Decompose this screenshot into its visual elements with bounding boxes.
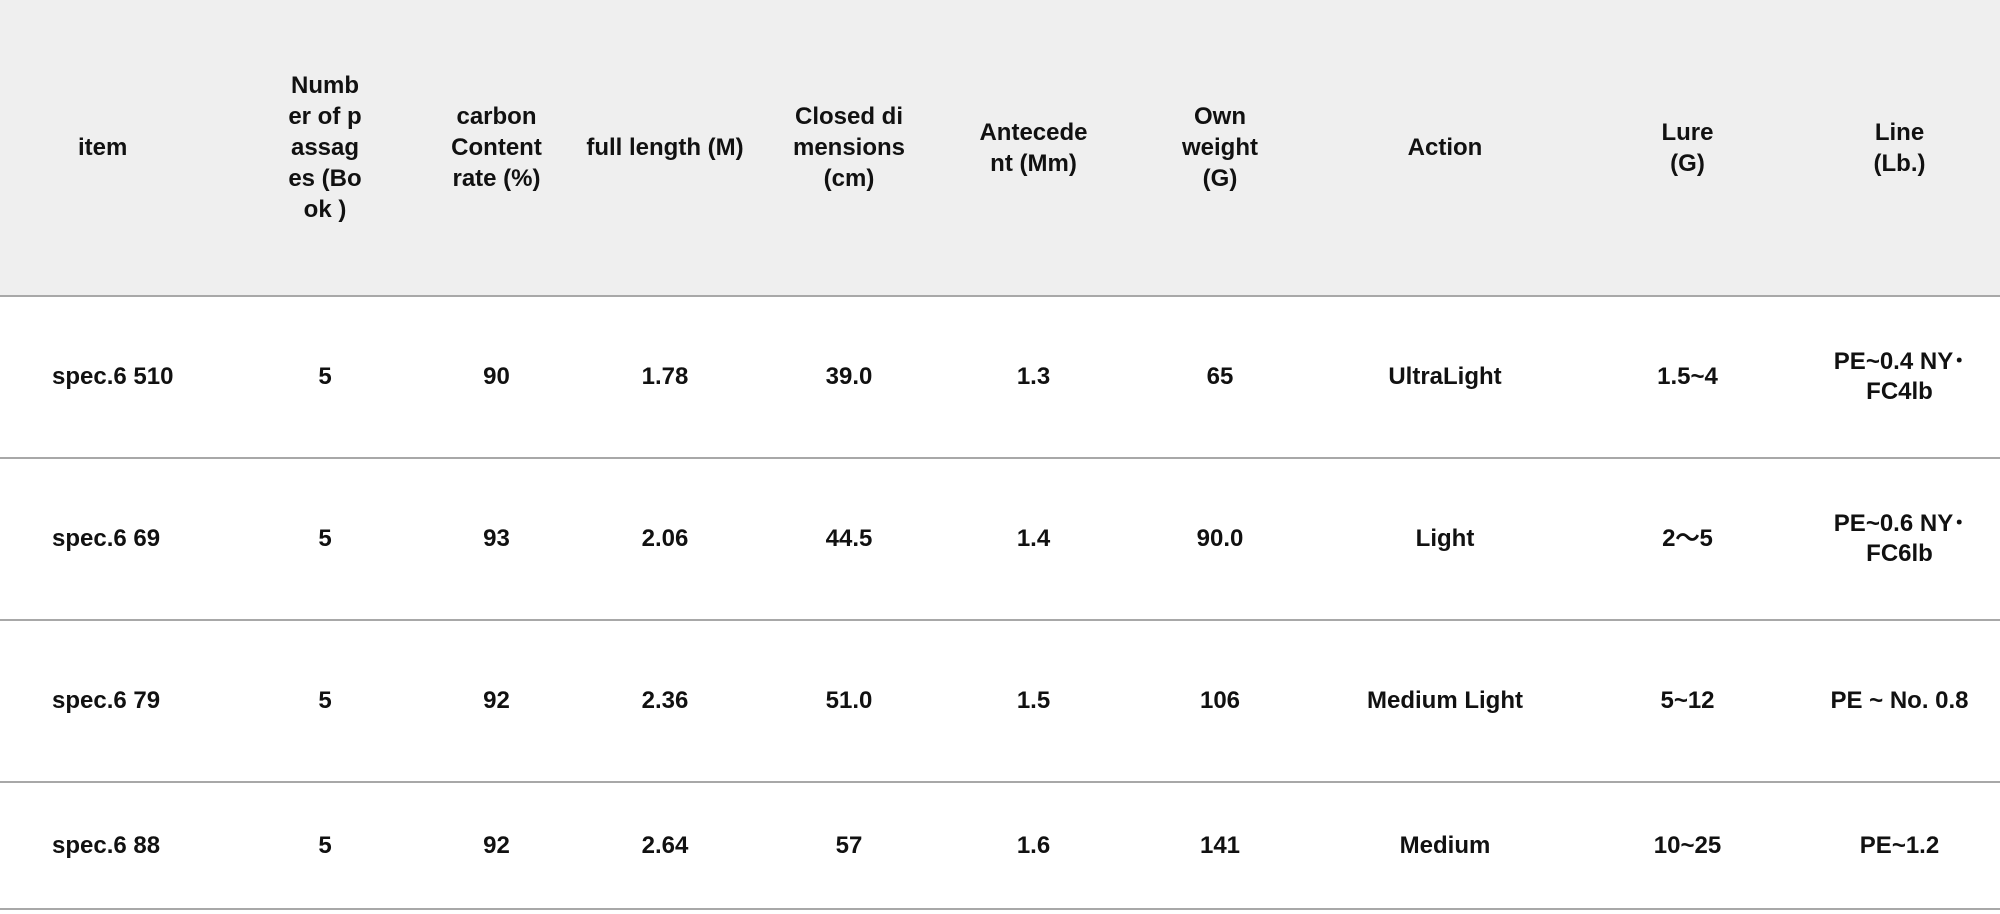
cell-own-weight: 90.0 [1196, 525, 1244, 552]
header-action: Action [1407, 134, 1483, 161]
cell-carbon: 90 [483, 363, 510, 390]
header-carbon: carbon Content rate (%) [451, 103, 542, 192]
cell-own-weight: 141 [1199, 831, 1241, 859]
cell-item: spec.6 88 [52, 831, 161, 859]
header-passages: Number of passages (Book ) [288, 72, 362, 223]
cell-item: spec.6 510 [52, 363, 174, 390]
cell-carbon: 92 [483, 687, 510, 714]
cell-action: Medium [1399, 831, 1491, 859]
cell-full-length: 2.64 [641, 831, 689, 859]
cell-full-length: 2.36 [641, 687, 689, 714]
table-row: spec.6 79 5 92 2.36 51.0 1.5 106 Medium Light 5~… [0, 620, 2000, 782]
cell-lure: 10~25 [1653, 831, 1722, 859]
cell-lure: 5~12 [1660, 687, 1715, 714]
header-row: item Number of passages (Book ) carbon C… [0, 0, 2000, 296]
cell-own-weight: 65 [1206, 363, 1234, 390]
cell-closed-dimensions: 51.0 [825, 687, 873, 714]
cell-item: spec.6 79 [52, 687, 161, 714]
table-row: spec.6 510 5 90 1.78 39.0 1.3 65 UltraLight 1.5~… [0, 296, 2000, 458]
cell-passages: 5 [318, 687, 332, 714]
cell-closed-dimensions: 57 [835, 831, 863, 859]
cell-line: PE~0.6 NY･FC6lb [1833, 510, 1966, 567]
cell-carbon: 93 [483, 525, 510, 552]
cell-action: Medium Light [1367, 687, 1523, 714]
table-row: spec.6 69 5 93 2.06 44.5 1.4 90.0 Light 2〜5 PE~0.… [0, 458, 2000, 620]
cell-antecedent: 1.3 [1016, 363, 1051, 390]
header-item: item [78, 134, 128, 161]
cell-passages: 5 [318, 831, 332, 859]
cell-lure: 2〜5 [1662, 525, 1713, 552]
cell-line: PE~1.2 [1859, 831, 1940, 859]
table-row: spec.6 88 5 92 2.64 57 1.6 141 Medium 10~25 PE~1.… [0, 782, 2000, 909]
cell-closed-dimensions: 39.0 [825, 363, 873, 390]
cell-lure: 1.5~4 [1657, 363, 1718, 390]
header-full-length: full length (M) [586, 134, 744, 161]
cell-own-weight: 106 [1199, 687, 1241, 714]
header-own-weight: Own weight (G) [1182, 103, 1258, 192]
header-closed-dimensions: Closed dimensions (cm) [792, 103, 906, 192]
cell-item: spec.6 69 [52, 525, 161, 552]
header-line: Line (Lb.) [1873, 118, 1926, 177]
cell-antecedent: 1.4 [1016, 525, 1051, 552]
cell-carbon: 92 [483, 831, 510, 859]
cell-line: PE~0.4 NY･FC4lb [1833, 348, 1966, 405]
cell-full-length: 2.06 [641, 525, 689, 552]
header-lure: Lure (G) [1661, 118, 1714, 177]
cell-action: Light [1415, 525, 1475, 552]
cell-passages: 5 [318, 525, 332, 552]
cell-antecedent: 1.6 [1016, 831, 1051, 859]
header-antecedent: Antecedent (Mm) [979, 118, 1088, 177]
cell-antecedent: 1.5 [1016, 687, 1051, 714]
cell-passages: 5 [318, 363, 332, 390]
cell-line: PE ~ No. 0.8 [1830, 687, 1969, 714]
cell-closed-dimensions: 44.5 [825, 525, 873, 552]
cell-action: UltraLight [1388, 363, 1502, 390]
cell-full-length: 1.78 [641, 363, 689, 390]
